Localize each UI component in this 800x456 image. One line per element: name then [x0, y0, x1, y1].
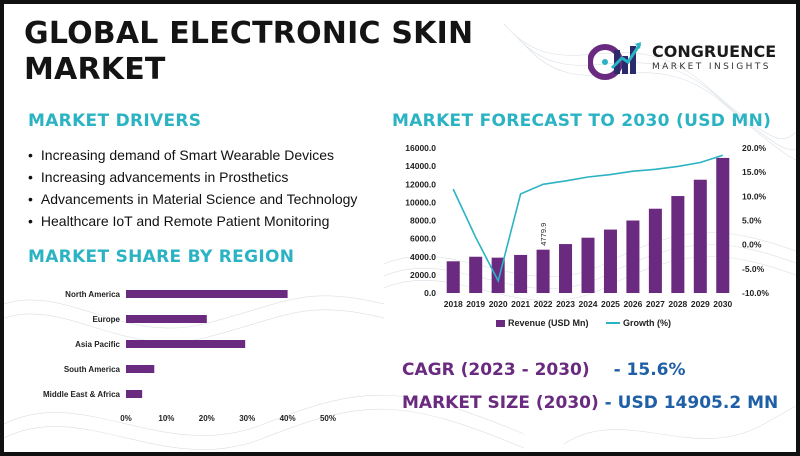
forecast-x-tick: 2025 — [601, 299, 620, 309]
forecast-x-tick: 2018 — [444, 299, 463, 309]
revenue-bar-label: 4779.9 — [539, 223, 548, 246]
driver-item: Increasing demand of Smart Wearable Devi… — [28, 144, 357, 166]
region-x-tick: 10% — [158, 414, 174, 423]
forecast-x-tick: 2029 — [691, 299, 710, 309]
revenue-bar — [469, 256, 483, 293]
region-label: North America — [65, 290, 120, 299]
forecast-y-left-tick: 4000.0 — [410, 252, 436, 262]
region-x-tick: 0% — [120, 414, 132, 423]
revenue-bar — [536, 249, 550, 293]
revenue-bar — [626, 220, 640, 293]
region-label: Asia Pacific — [75, 340, 120, 349]
forecast-y-right-tick: -10.0% — [742, 288, 769, 298]
title-line-1: GLOBAL ELECTRONIC SKIN — [24, 16, 474, 51]
forecast-x-tick: 2023 — [556, 299, 575, 309]
forecast-y-left-tick: 2000.0 — [410, 270, 436, 280]
forecast-y-right-tick: 10.0% — [742, 191, 767, 201]
legend-revenue: Revenue (USD Mn) — [496, 318, 589, 328]
forecast-x-tick: 2026 — [623, 299, 642, 309]
forecast-y-right-tick: 5.0% — [742, 216, 762, 226]
forecast-x-tick: 2019 — [466, 299, 485, 309]
company-logo: CONGRUENCE MARKET INSIGHTS — [587, 38, 788, 82]
forecast-y-left-tick: 6000.0 — [410, 234, 436, 244]
driver-item: Advancements in Material Science and Tec… — [28, 188, 357, 210]
driver-item: Healthcare IoT and Remote Patient Monito… — [28, 210, 357, 232]
forecast-x-tick: 2021 — [511, 299, 530, 309]
revenue-bar — [446, 261, 460, 293]
revenue-bar — [716, 157, 730, 293]
cagr-value: - 15.6% — [613, 360, 686, 380]
forecast-x-tick: 2028 — [668, 299, 687, 309]
region-x-tick: 50% — [320, 414, 336, 423]
region-bar — [126, 390, 143, 398]
revenue-bar — [693, 179, 707, 293]
title-line-2: MARKET — [24, 52, 166, 87]
revenue-bar — [581, 237, 595, 293]
logo-name: CONGRUENCE — [652, 42, 777, 61]
cagr-label: CAGR (2023 - 2030) — [402, 360, 590, 380]
forecast-x-tick: 2022 — [534, 299, 553, 309]
market-size-label: MARKET SIZE (2030) — [402, 393, 599, 413]
region-x-tick: 30% — [239, 414, 255, 423]
region-bar — [126, 290, 288, 298]
forecast-y-left-tick: 0.0 — [424, 288, 436, 298]
drivers-heading: MARKET DRIVERS — [28, 111, 202, 131]
forecast-x-tick: 2020 — [489, 299, 508, 309]
forecast-y-left-tick: 8000.0 — [410, 216, 436, 226]
revenue-bar — [559, 244, 573, 293]
forecast-x-tick: 2027 — [646, 299, 665, 309]
forecast-heading: MARKET FORECAST TO 2030 (USD MN) — [392, 111, 772, 131]
legend-growth-label: Growth (%) — [623, 318, 671, 328]
forecast-y-right-tick: -5.0% — [742, 264, 765, 274]
forecast-y-right-tick: 0.0% — [742, 240, 762, 250]
region-share-chart: North America Europe Asia Pacific South Ame… — [43, 290, 336, 423]
legend-revenue-swatch — [496, 320, 505, 327]
region-heading: MARKET SHARE BY REGION — [28, 247, 295, 267]
region-label: Europe — [92, 315, 120, 324]
legend-growth: Growth (%) — [606, 318, 671, 328]
market-size-stat: MARKET SIZE (2030) - USD 14905.2 MN — [402, 393, 778, 413]
forecast-y-left-tick: 16000.0 — [405, 143, 436, 153]
revenue-bar — [671, 196, 685, 293]
drivers-list: Increasing demand of Smart Wearable Devi… — [28, 144, 357, 232]
page-title: GLOBAL ELECTRONIC SKIN MARKET — [24, 16, 473, 88]
cagr-stat: CAGR (2023 - 2030) - 15.6% — [402, 360, 686, 380]
forecast-y-left-tick: 12000.0 — [405, 179, 436, 189]
forecast-x-tick: 2030 — [713, 299, 732, 309]
driver-item: Increasing advancements in Prosthetics — [28, 166, 357, 188]
region-bar — [126, 315, 207, 323]
legend-revenue-label: Revenue (USD Mn) — [508, 318, 589, 328]
region-bar — [126, 340, 246, 348]
logo-tagline: MARKET INSIGHTS — [652, 62, 771, 72]
revenue-bar — [648, 208, 662, 293]
region-label: South America — [64, 365, 121, 374]
forecast-chart: 0.0 2000.0 4000.0 6000.0 8000.0 10000.0 12000.… — [405, 143, 769, 328]
forecast-x-tick: 2024 — [579, 299, 598, 309]
forecast-y-right-tick: 15.0% — [742, 167, 767, 177]
region-x-tick: 40% — [280, 414, 296, 423]
growth-line — [452, 154, 724, 284]
revenue-bar — [514, 254, 528, 293]
forecast-y-left-tick: 10000.0 — [405, 197, 436, 207]
forecast-y-left-tick: 14000.0 — [405, 161, 436, 171]
region-bar — [126, 365, 155, 373]
region-label: Middle East & Africa — [43, 390, 121, 399]
market-size-value: - USD 14905.2 MN — [604, 393, 779, 413]
logo-mark-icon — [587, 42, 642, 80]
region-x-tick: 20% — [199, 414, 215, 423]
forecast-y-right-tick: 20.0% — [742, 143, 767, 153]
revenue-bar — [603, 229, 617, 293]
